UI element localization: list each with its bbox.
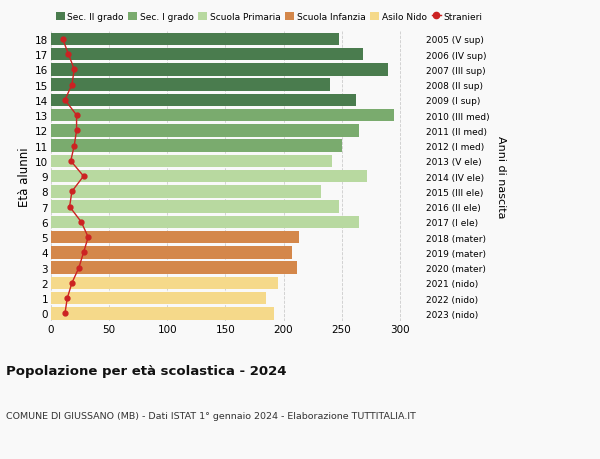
- Bar: [51, 49, 362, 61]
- Bar: [51, 262, 298, 274]
- Y-axis label: Età alunni: Età alunni: [18, 147, 31, 207]
- Bar: [51, 246, 292, 259]
- Text: COMUNE DI GIUSSANO (MB) - Dati ISTAT 1° gennaio 2024 - Elaborazione TUTTITALIA.I: COMUNE DI GIUSSANO (MB) - Dati ISTAT 1° …: [6, 411, 416, 420]
- Bar: [51, 170, 367, 183]
- Text: Popolazione per età scolastica - 2024: Popolazione per età scolastica - 2024: [6, 364, 287, 377]
- Bar: [51, 79, 330, 92]
- Y-axis label: Anni di nascita: Anni di nascita: [496, 135, 506, 218]
- Bar: [51, 216, 359, 229]
- Bar: [51, 155, 332, 168]
- Bar: [51, 308, 274, 320]
- Bar: [51, 201, 340, 213]
- Bar: [51, 95, 356, 107]
- Bar: [51, 64, 388, 76]
- Bar: [51, 231, 299, 244]
- Bar: [51, 110, 394, 122]
- Bar: [51, 140, 341, 152]
- Bar: [51, 125, 359, 137]
- Bar: [51, 34, 340, 46]
- Bar: [51, 277, 278, 290]
- Bar: [51, 186, 321, 198]
- Legend: Sec. II grado, Sec. I grado, Scuola Primaria, Scuola Infanzia, Asilo Nido, Stran: Sec. II grado, Sec. I grado, Scuola Prim…: [56, 13, 482, 22]
- Bar: [51, 292, 266, 305]
